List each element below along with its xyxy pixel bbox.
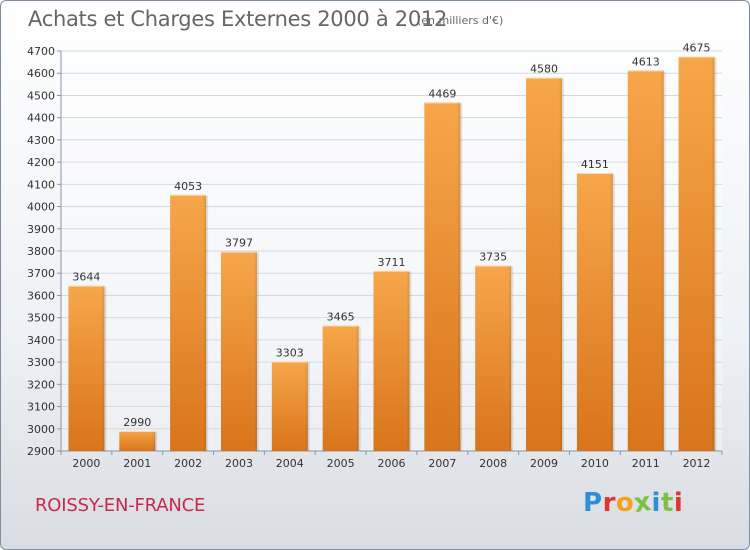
data-label: 3465: [327, 310, 355, 323]
x-tick-label: 2007: [428, 457, 456, 470]
data-label: 2990: [123, 416, 151, 429]
bar-shade: [373, 270, 410, 451]
y-tick-label: 4600: [27, 67, 55, 80]
data-label: 3644: [72, 271, 100, 284]
logo-letter: r: [602, 488, 616, 518]
data-label: 4053: [174, 180, 202, 193]
chart-subtitle: (en milliers d'€): [417, 14, 504, 27]
x-tick-label: 2008: [479, 457, 507, 470]
data-label: 4675: [683, 42, 711, 55]
x-tick-label: 2010: [581, 457, 609, 470]
y-tick-label: 3100: [27, 401, 55, 414]
x-tick-label: 2011: [632, 457, 660, 470]
x-tick-label: 2001: [123, 457, 151, 470]
data-label: 4151: [581, 158, 609, 171]
y-tick-label: 4200: [27, 156, 55, 169]
y-tick-label: 4000: [27, 201, 55, 214]
y-tick-label: 3500: [27, 312, 55, 325]
data-label: 4613: [632, 55, 660, 68]
data-label: 3711: [378, 256, 406, 269]
x-tick-label: 2012: [683, 457, 711, 470]
bar-shade: [576, 173, 613, 451]
bar-shade: [170, 194, 207, 451]
y-tick-label: 3200: [27, 378, 55, 391]
data-label: 3797: [225, 237, 253, 250]
data-label: 3303: [276, 346, 304, 359]
logo-letter: i: [673, 488, 684, 518]
x-tick-label: 2000: [72, 457, 100, 470]
logo-letter: t: [660, 488, 674, 518]
x-tick-label: 2005: [327, 457, 355, 470]
x-tick-label: 2002: [174, 457, 202, 470]
city-name: ROISSY-EN-FRANCE: [35, 495, 206, 516]
bar-shade: [322, 325, 359, 451]
x-tick-label: 2003: [225, 457, 253, 470]
bar-shade: [475, 265, 512, 451]
y-tick-label: 4100: [27, 178, 55, 191]
bar-shade: [271, 361, 308, 451]
y-tick-label: 3000: [27, 423, 55, 436]
y-tick-label: 3300: [27, 356, 55, 369]
data-label: 3735: [479, 250, 507, 263]
bar-shade: [424, 102, 461, 451]
y-tick-label: 4700: [27, 45, 55, 58]
x-tick-label: 2006: [378, 457, 406, 470]
bar-shade: [68, 285, 105, 451]
y-tick-label: 3400: [27, 334, 55, 347]
y-tick-label: 4400: [27, 112, 55, 125]
y-tick-label: 3800: [27, 245, 55, 258]
y-tick-label: 3700: [27, 267, 55, 280]
y-tick-label: 4300: [27, 134, 55, 147]
y-tick-label: 4500: [27, 89, 55, 102]
logo-letter: x: [632, 486, 654, 520]
bar-shade: [678, 56, 715, 452]
bar-shade: [220, 251, 257, 451]
y-tick-label: 3900: [27, 223, 55, 236]
chart-title: Achats et Charges Externes 2000 à 2012: [28, 7, 448, 31]
y-tick-label: 3600: [27, 289, 55, 302]
bar-shade: [627, 70, 664, 451]
x-tick-label: 2009: [530, 457, 558, 470]
x-tick-label: 2004: [276, 457, 304, 470]
bar-shade: [119, 431, 156, 451]
logo-letter: P: [583, 488, 603, 518]
logo-letter: o: [615, 488, 635, 518]
data-label: 4469: [428, 87, 456, 100]
y-tick-label: 2900: [27, 445, 55, 458]
data-label: 4580: [530, 63, 558, 76]
proxiti-logo: Proxiti: [583, 486, 684, 520]
bar-shade: [526, 77, 563, 452]
logo-letter: i: [651, 488, 661, 518]
